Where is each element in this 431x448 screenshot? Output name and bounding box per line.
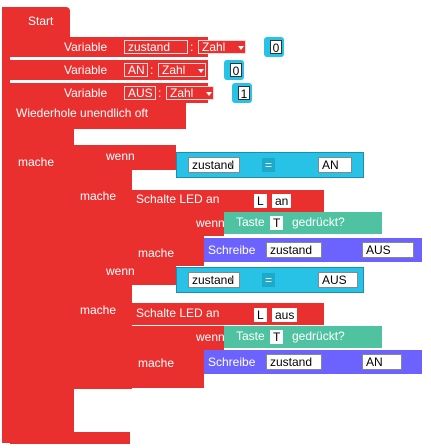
if-block-1[interactable] [74,145,176,170]
dropdown-arrow-icon [206,92,212,96]
inner-if-arm [132,350,204,388]
inner-if-label: wenn [196,216,225,230]
write-target-variable[interactable]: zustand [266,242,322,258]
variable-value-field[interactable]: 0 [270,40,282,55]
if-block-1-arm [74,170,132,266]
if-label: wenn [106,149,135,163]
colon-icon: : [190,40,194,54]
variable-prefix: Variable [64,86,108,100]
start-label: Start [28,14,54,28]
led-pin[interactable]: L [254,194,267,208]
button-prefix: Taste [236,329,265,343]
button-suffix: gedrückt? [292,329,345,343]
if-label: wenn [106,264,135,278]
write-label: Schreibe [208,355,256,369]
do-label: mache [80,189,117,203]
colon-icon: : [150,63,154,77]
compare-right-variable[interactable]: AN [318,157,352,173]
variable-block-aus[interactable] [10,83,208,103]
led-label: Schalte LED an [136,192,220,206]
compare-operator[interactable]: = [262,158,276,172]
loop-label: Wiederhole unendlich oft [16,106,149,120]
variable-value-field[interactable]: 0 [230,63,242,78]
start-block-left-bar [2,7,10,443]
variable-type-dropdown[interactable]: Zahl [158,63,206,77]
variable-name-field[interactable]: AN [124,63,148,77]
equals-sign: = [222,86,230,100]
variable-type-dropdown[interactable]: Zahl [166,86,214,100]
write-target-variable[interactable]: zustand [266,354,322,370]
button-pin[interactable]: T [270,330,284,344]
button-prefix: Taste [236,215,265,229]
variable-type-dropdown[interactable]: Zahl [198,40,246,54]
inner-if-block[interactable] [132,212,224,236]
compare-right-variable[interactable]: AUS [318,272,358,288]
start-block[interactable] [2,7,70,37]
variable-value-field[interactable]: 1 [238,86,250,101]
button-pin[interactable]: T [270,216,284,230]
colon-icon: : [158,86,162,100]
compare-left-variable[interactable]: zustand [188,157,240,173]
write-value-variable[interactable]: AUS [362,242,414,258]
variable-prefix: Variable [64,63,108,77]
led-state[interactable]: an [272,194,292,208]
compare-operator[interactable]: = [262,273,276,287]
led-label: Schalte LED an [136,306,220,320]
button-condition-block[interactable] [224,326,382,348]
compare-left-variable[interactable]: zustand [188,272,240,288]
loop-bottom [10,432,130,444]
dropdown-arrow-icon [198,69,204,73]
loop-do-label: mache [18,155,55,169]
variable-prefix: Variable [64,40,108,54]
if-block-2[interactable] [74,260,176,285]
dropdown-arrow-icon [228,163,234,167]
write-value-variable[interactable]: AN [362,354,402,370]
inner-if-block[interactable] [132,326,224,350]
dropdown-arrow-icon [228,278,234,282]
if-block-2-arm [74,285,132,389]
variable-name-field[interactable]: zustand [124,40,188,54]
loop-left-arm [10,129,74,435]
inner-do-label: mache [138,356,175,370]
button-condition-block[interactable] [224,212,382,234]
variable-name-field[interactable]: AUS [124,86,156,100]
dropdown-arrow-icon [238,46,244,50]
led-pin[interactable]: L [254,308,267,322]
button-suffix: gedrückt? [292,215,345,229]
do-label: mache [80,303,117,317]
equals-sign: = [254,40,262,54]
write-label: Schreibe [208,243,256,257]
loop-block[interactable] [10,103,186,129]
inner-if-label: wenn [196,330,225,344]
equals-sign: = [214,63,222,77]
led-state[interactable]: aus [272,308,298,322]
inner-do-label: mache [138,246,175,260]
